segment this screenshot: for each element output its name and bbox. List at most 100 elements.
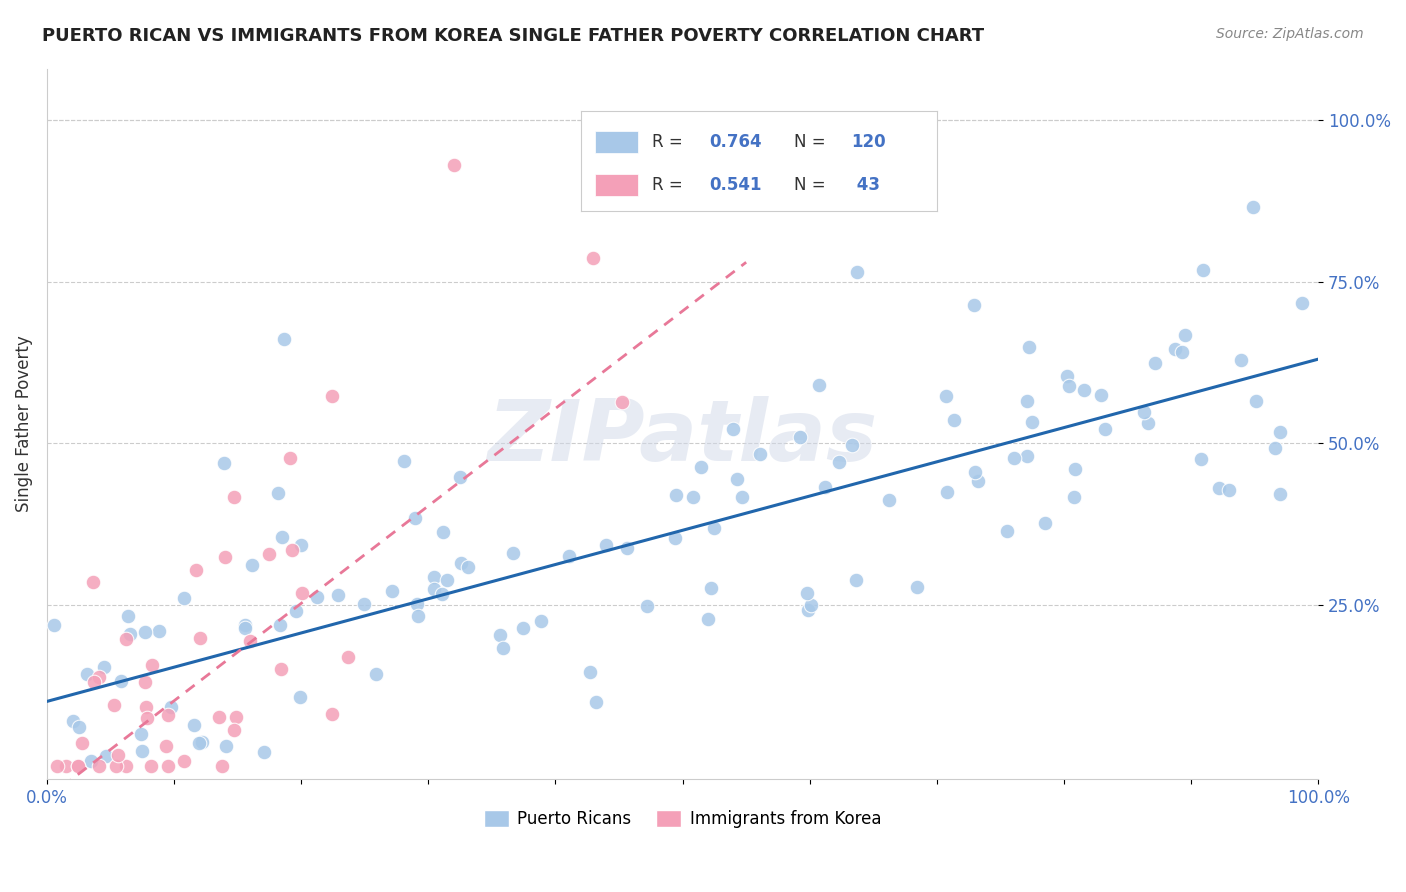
Point (936, 484, 959, 499)
Point (353, 597, 375, 611)
Point (238, 633, 260, 648)
Point (808, 377, 831, 392)
Point (1230, 352, 1253, 367)
Point (449, 470, 471, 484)
Point (697, 612, 720, 626)
Point (595, 538, 617, 552)
Point (173, 754, 195, 768)
Point (148, 624, 170, 638)
Point (404, 511, 426, 525)
Point (222, 491, 245, 505)
Point (321, 706, 343, 721)
Point (1189, 452, 1212, 467)
Point (273, 332, 295, 346)
Point (89, 671, 111, 685)
Text: PUERTO RICAN VS IMMIGRANTS FROM KOREA SINGLE FATHER POVERTY CORRELATION CHART: PUERTO RICAN VS IMMIGRANTS FROM KOREA SI… (42, 27, 984, 45)
Point (288, 690, 311, 704)
Point (1063, 461, 1085, 475)
Text: Source: ZipAtlas.com: Source: ZipAtlas.com (1216, 27, 1364, 41)
Point (45, 759, 67, 773)
Point (432, 524, 454, 539)
Point (215, 739, 238, 753)
Point (104, 759, 127, 773)
Point (636, 599, 658, 614)
Point (285, 604, 308, 618)
Point (55, 759, 77, 773)
Point (208, 709, 231, 723)
Point (1268, 487, 1291, 501)
Point (406, 597, 429, 611)
Point (93, 659, 115, 673)
Point (942, 413, 965, 427)
Point (877, 492, 900, 507)
Point (89, 759, 111, 773)
Point (271, 530, 294, 544)
Point (290, 537, 312, 551)
Point (66, 759, 89, 773)
Point (796, 585, 818, 599)
Point (963, 465, 986, 479)
Point (134, 674, 156, 689)
Point (1018, 340, 1040, 354)
Point (233, 621, 256, 635)
Point (155, 739, 177, 754)
Point (1017, 450, 1039, 464)
Point (267, 486, 290, 500)
Point (291, 585, 314, 599)
Point (502, 546, 524, 560)
Point (665, 488, 688, 502)
Point (187, 736, 209, 750)
Point (1133, 405, 1156, 419)
Point (94, 749, 117, 764)
Point (321, 389, 343, 403)
Point (731, 490, 754, 504)
Point (530, 614, 553, 628)
Point (107, 748, 129, 763)
Point (1057, 379, 1080, 393)
Point (1268, 425, 1291, 439)
Point (450, 556, 472, 570)
Point (1017, 393, 1039, 408)
Point (1218, 483, 1240, 497)
Point (160, 700, 183, 714)
Point (118, 626, 141, 640)
Point (129, 727, 152, 741)
Point (134, 624, 156, 639)
Point (1241, 200, 1264, 214)
Point (1143, 356, 1166, 370)
Point (582, 251, 605, 265)
Point (828, 455, 851, 469)
Point (664, 531, 686, 545)
Point (1056, 368, 1078, 383)
Point (117, 608, 139, 623)
Point (436, 574, 458, 588)
Point (191, 735, 214, 749)
Point (259, 548, 281, 562)
Point (141, 658, 163, 673)
Point (457, 559, 479, 574)
Point (135, 700, 157, 714)
Point (79, 754, 101, 768)
Point (67, 759, 90, 773)
Point (800, 599, 823, 613)
Point (103, 698, 125, 712)
Point (392, 453, 415, 467)
Point (489, 628, 512, 642)
Point (188, 631, 211, 645)
Point (1094, 422, 1116, 436)
Point (1073, 384, 1095, 398)
Point (82, 574, 104, 589)
Point (512, 621, 534, 635)
Point (432, 587, 454, 601)
Point (270, 662, 292, 676)
Point (269, 618, 291, 632)
Point (689, 460, 711, 475)
Point (156, 759, 179, 773)
Point (749, 447, 772, 461)
Point (491, 640, 513, 655)
Point (846, 265, 869, 279)
Point (281, 543, 304, 558)
Point (139, 759, 162, 773)
Point (721, 422, 744, 436)
Point (997, 524, 1019, 539)
